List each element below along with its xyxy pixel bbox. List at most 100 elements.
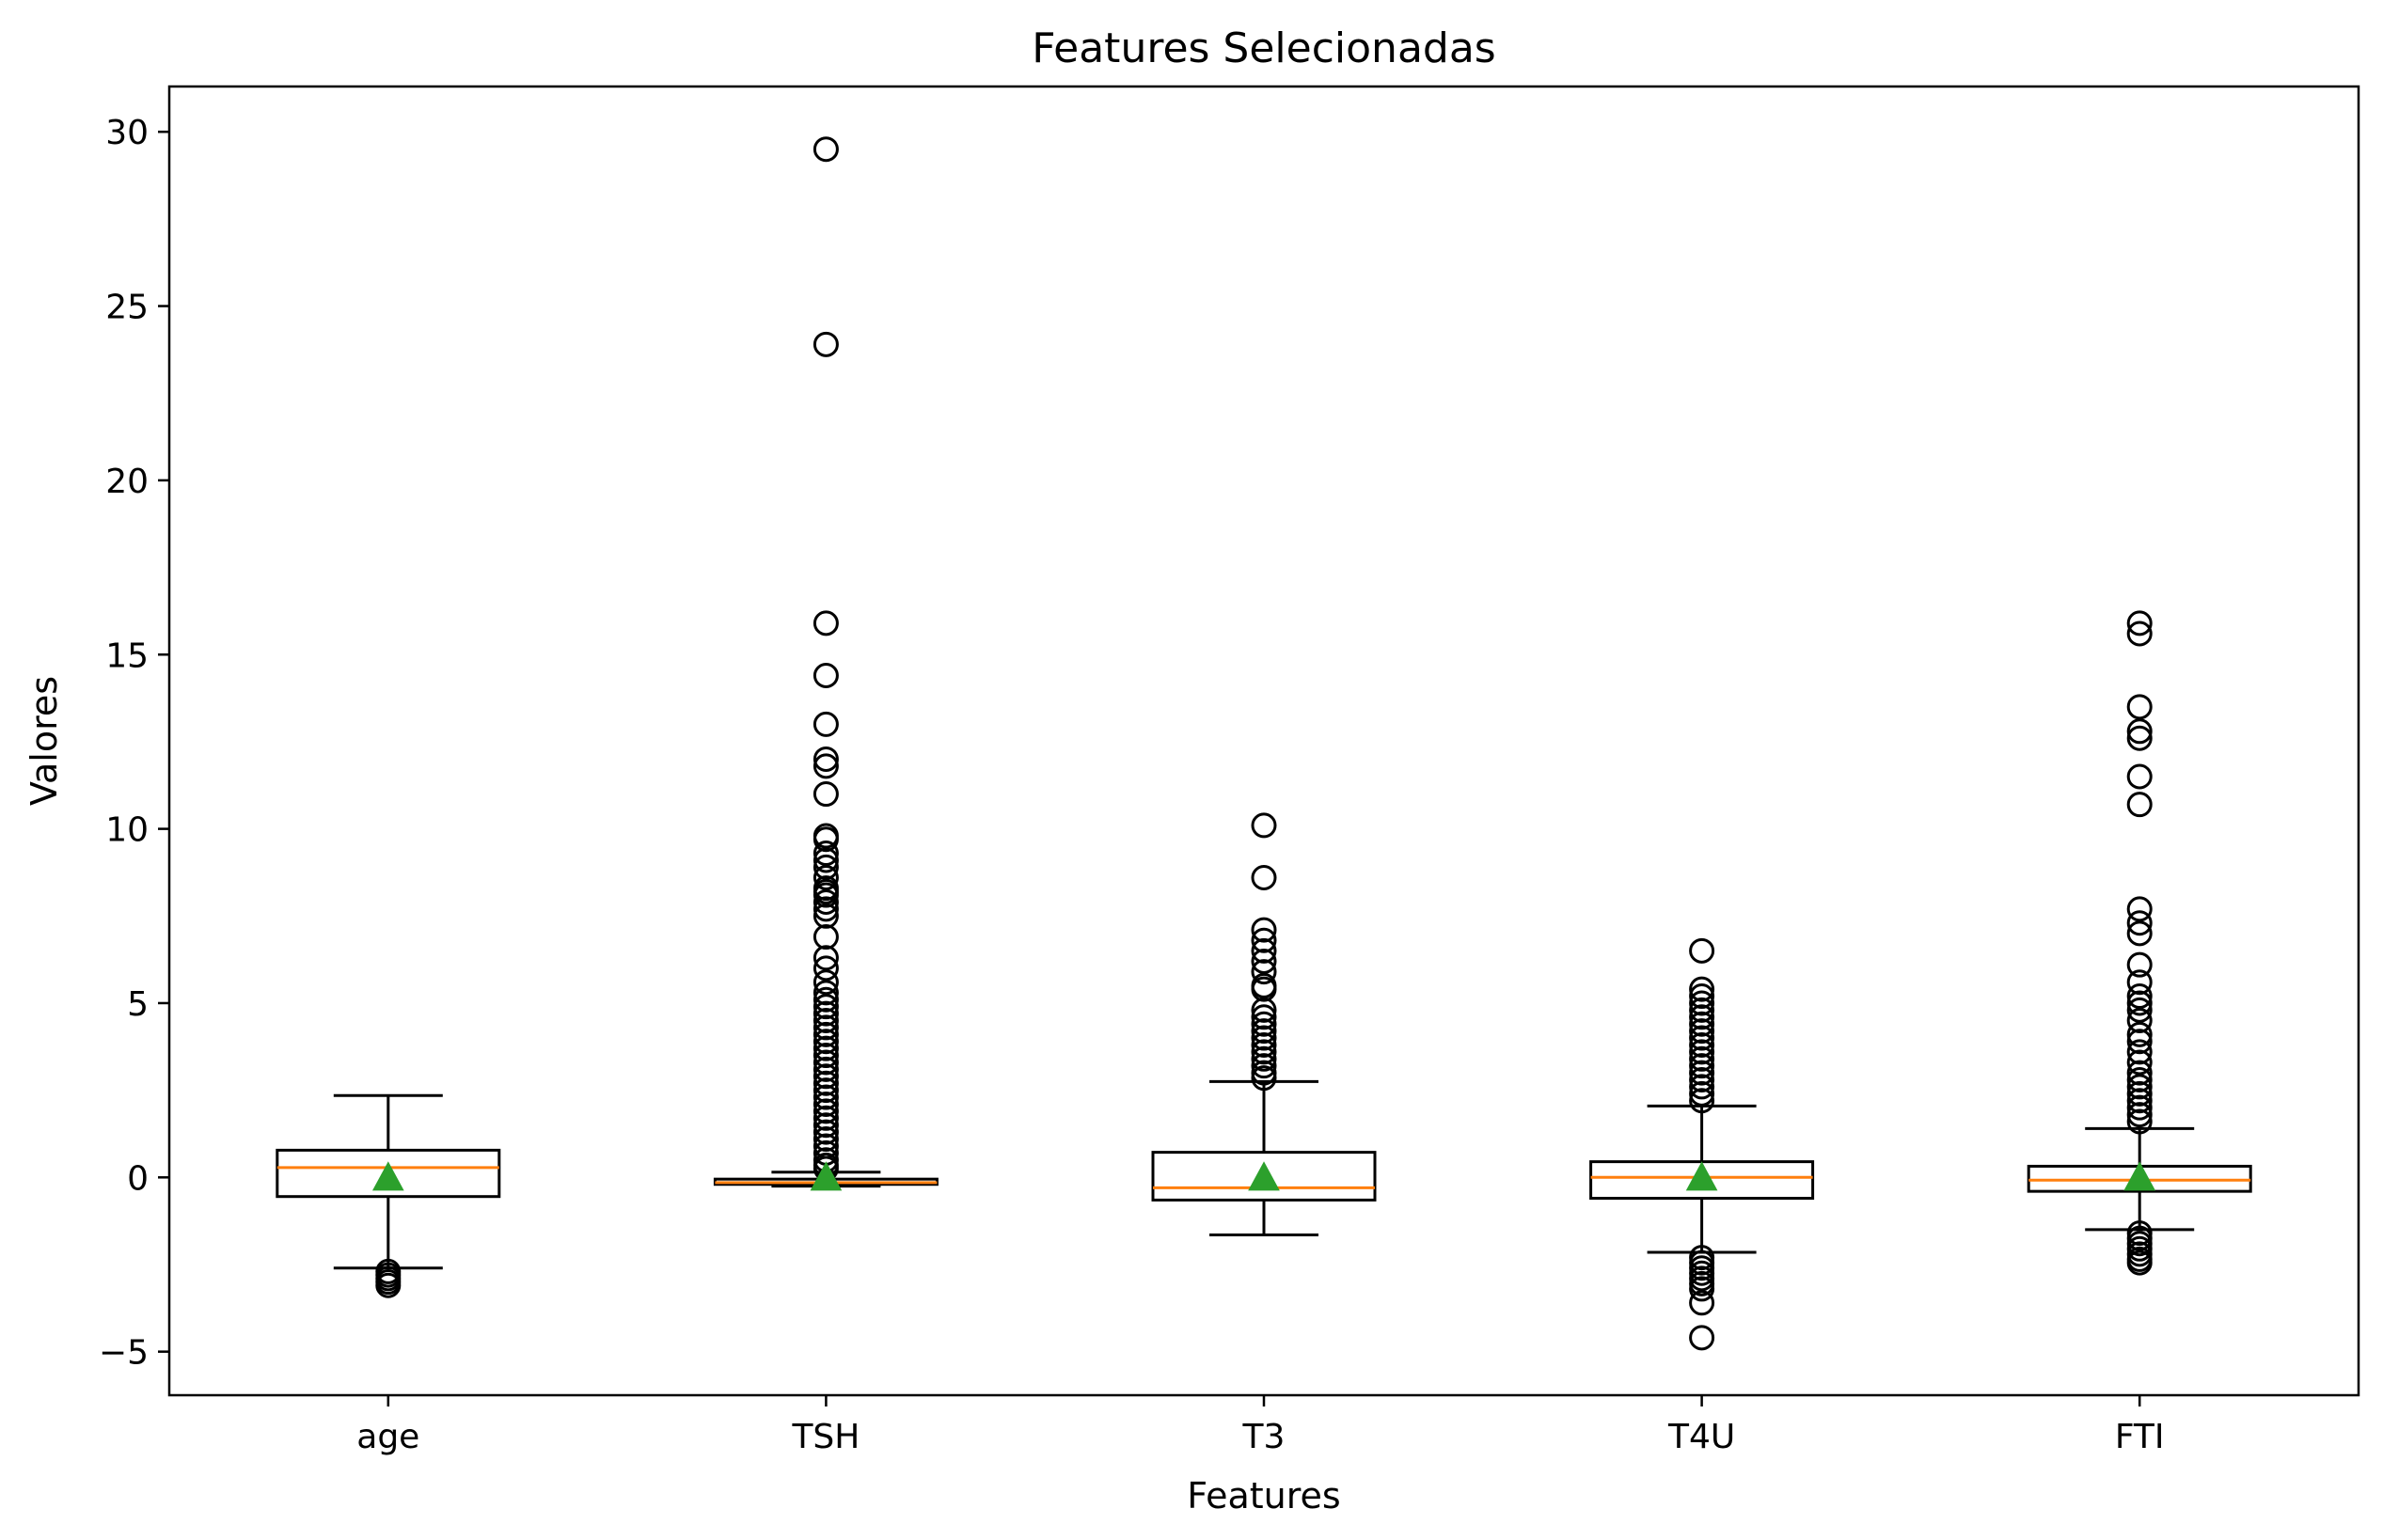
outlier-point xyxy=(1251,976,1277,1002)
outlier-point xyxy=(813,865,839,891)
outlier-point xyxy=(813,136,839,163)
outlier-point xyxy=(813,1063,839,1090)
outlier-point xyxy=(2126,1029,2153,1055)
outlier-point xyxy=(813,1021,839,1047)
outlier-point xyxy=(2126,1007,2153,1033)
outlier-point xyxy=(1251,1031,1277,1058)
outlier-point xyxy=(2126,896,2153,922)
x-tick-label: age xyxy=(356,1418,419,1456)
iqr-box xyxy=(276,1148,501,1199)
outlier-point xyxy=(375,1272,402,1298)
plot-marks xyxy=(276,136,2252,1351)
outlier-point xyxy=(1689,1088,1715,1114)
y-tick-label: 15 xyxy=(105,636,149,675)
y-tick-label: −5 xyxy=(99,1334,149,1373)
y-tick-label: 20 xyxy=(105,463,149,501)
outlier-point xyxy=(813,753,839,779)
outlier-point xyxy=(813,1105,839,1131)
outlier-point xyxy=(1689,1325,1715,1351)
outlier-point xyxy=(1251,1045,1277,1072)
outlier-point xyxy=(1689,997,1715,1023)
outlier-point xyxy=(813,1029,839,1055)
outlier-point xyxy=(813,1043,839,1069)
outlier-point xyxy=(813,1070,839,1096)
outlier-point xyxy=(813,746,839,772)
outlier-point xyxy=(1689,1031,1715,1058)
outlier-point xyxy=(813,1049,839,1076)
box-group-t4u xyxy=(1589,937,1815,1351)
outlier-point xyxy=(2126,1067,2153,1093)
outlier-point xyxy=(2126,920,2153,947)
box-group-age xyxy=(276,1093,501,1298)
outlier-point xyxy=(813,1119,839,1145)
outlier-point xyxy=(2126,1060,2153,1086)
outlier-point xyxy=(813,882,839,908)
mean-marker xyxy=(810,1161,843,1191)
outlier-point xyxy=(1251,997,1277,1023)
outlier-point xyxy=(1251,1018,1277,1045)
outlier-point xyxy=(2126,621,2153,647)
outlier-point xyxy=(1689,1053,1715,1079)
outlier-point xyxy=(2126,997,2153,1023)
y-axis: −5 0 5 10 15 20 25 30 xyxy=(99,114,169,1373)
outlier-point xyxy=(813,854,839,880)
outlier-point xyxy=(813,903,839,929)
y-tick-label: 30 xyxy=(105,114,149,152)
box-group-t3 xyxy=(1151,812,1377,1236)
y-tick-label: 25 xyxy=(105,289,149,327)
outlier-point xyxy=(1689,1011,1715,1037)
outlier-point xyxy=(813,888,839,915)
outlier-point xyxy=(1251,948,1277,974)
outlier-point xyxy=(2126,694,2153,720)
outlier-point xyxy=(2126,1039,2153,1065)
outlier-point xyxy=(813,955,839,982)
x-tick-label: TSH xyxy=(791,1418,860,1456)
outlier-point xyxy=(813,1056,839,1082)
outlier-point xyxy=(813,1112,839,1139)
y-tick-label: 10 xyxy=(105,811,149,850)
outlier-point xyxy=(813,1000,839,1027)
outlier-point xyxy=(2126,1080,2153,1107)
outlier-point xyxy=(813,711,839,737)
outlier-point xyxy=(813,1035,839,1061)
outlier-point xyxy=(1251,865,1277,891)
outlier-point xyxy=(1251,1053,1277,1079)
outlier-point xyxy=(2126,610,2153,636)
outlier-point xyxy=(813,1091,839,1117)
outlier-point xyxy=(1689,983,1715,1010)
x-tick-label: T3 xyxy=(1242,1418,1286,1456)
outlier-point xyxy=(2126,969,2153,996)
y-tick-label: 5 xyxy=(127,985,149,1024)
x-tick-label: T4U xyxy=(1667,1418,1735,1456)
outlier-point xyxy=(813,331,839,357)
outlier-point xyxy=(813,945,839,971)
outlier-point xyxy=(1689,1074,1715,1100)
outlier-point xyxy=(813,610,839,636)
outlier-point xyxy=(1251,1039,1277,1065)
outlier-point xyxy=(1689,937,1715,964)
outlier-point xyxy=(2126,1088,2153,1114)
outlier-point xyxy=(813,924,839,951)
outlier-point xyxy=(1689,1039,1715,1065)
outlier-point xyxy=(2126,1249,2153,1276)
outlier-point xyxy=(2126,725,2153,751)
y-tick-label: 0 xyxy=(127,1159,149,1198)
outlier-point xyxy=(1251,1025,1277,1051)
outlier-point xyxy=(2126,990,2153,1016)
outlier-point xyxy=(1251,959,1277,985)
outlier-point xyxy=(2126,1094,2153,1121)
x-axis: age TSH T3 T4U FTI xyxy=(356,1395,2165,1456)
outlier-point xyxy=(1689,1067,1715,1093)
outlier-point xyxy=(1689,1060,1715,1086)
outlier-point xyxy=(813,662,839,688)
outlier-point xyxy=(2126,1108,2153,1135)
chart-title: Features Selecionadas xyxy=(1032,24,1495,72)
outlier-point xyxy=(813,1014,839,1041)
outlier-point xyxy=(813,980,839,1006)
outlier-point xyxy=(813,1007,839,1033)
outlier-point xyxy=(813,994,839,1020)
outlier-point xyxy=(1251,1004,1277,1030)
outlier-point xyxy=(1251,927,1277,953)
